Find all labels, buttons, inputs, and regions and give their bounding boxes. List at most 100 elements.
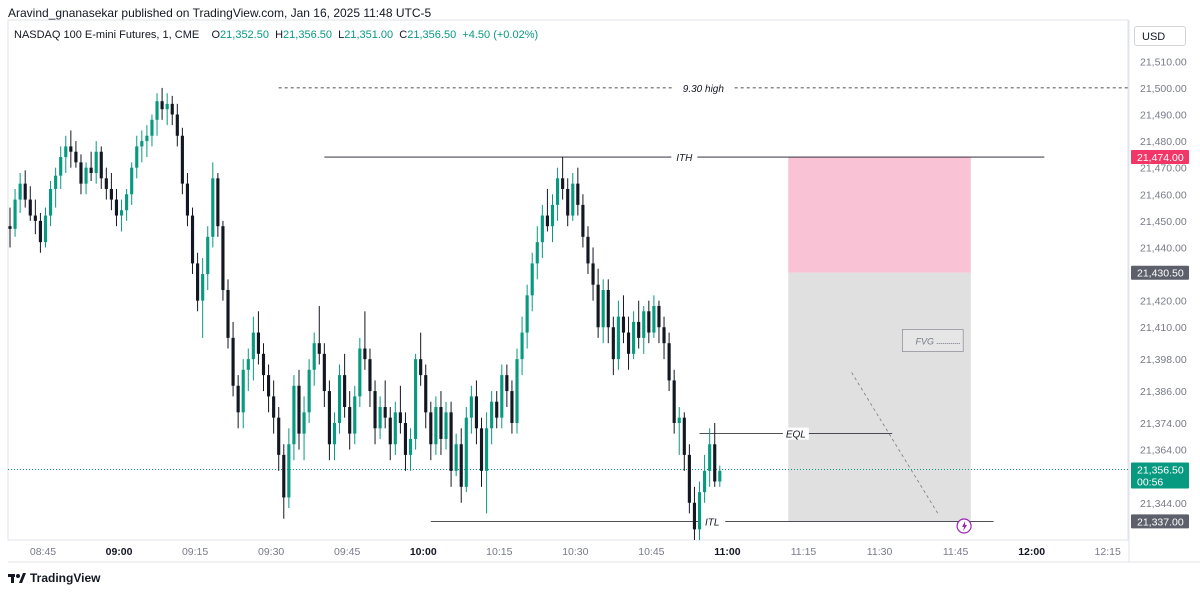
candle [59, 146, 63, 189]
candle [464, 407, 468, 493]
candle-body [459, 444, 463, 487]
level-label-930high: 9.30 high [683, 84, 725, 95]
candle-body [109, 188, 113, 200]
candle-body [89, 167, 93, 173]
candle-body [160, 101, 164, 110]
candle [591, 247, 595, 301]
candle-body [332, 422, 337, 445]
footer-brand: TradingView [8, 571, 100, 585]
candle [566, 178, 570, 227]
x-tick-label: 09:30 [258, 546, 284, 558]
candle-body [277, 417, 281, 455]
candle [322, 343, 326, 408]
price-badge-label: 21,337.00 [1137, 516, 1184, 528]
candle-body [510, 391, 514, 423]
candle-body [540, 215, 544, 243]
candle [266, 364, 271, 413]
candle-body [363, 348, 367, 360]
candle-body [185, 183, 190, 216]
candle-body [312, 343, 316, 370]
candle-body [74, 151, 78, 163]
candle-body [373, 391, 377, 429]
candle [292, 375, 296, 461]
candle [692, 486, 697, 540]
candle [256, 311, 261, 365]
candle [28, 186, 32, 221]
candle [485, 412, 489, 514]
candle-body [713, 444, 717, 482]
candle [713, 422, 717, 487]
candle [109, 172, 113, 211]
candle-body [718, 470, 722, 482]
candle-body [190, 215, 195, 264]
candle [596, 268, 600, 338]
candle-body [535, 242, 539, 264]
candle [74, 141, 78, 168]
candle-body [626, 332, 631, 354]
candle-body [485, 428, 489, 471]
y-tick-label: 21,440.00 [1140, 242, 1187, 254]
candle-body [201, 274, 205, 301]
candle [48, 180, 53, 227]
close-label: C [399, 29, 408, 41]
candle-body [520, 332, 524, 360]
y-tick-label: 21,510.00 [1140, 56, 1187, 68]
candle-body [272, 396, 276, 418]
candle [657, 300, 661, 344]
candle [236, 375, 240, 429]
candle-body [525, 295, 529, 333]
candle-body [403, 422, 408, 455]
candle [125, 188, 129, 221]
candle [150, 114, 154, 147]
candle-body [33, 215, 37, 221]
candle [408, 428, 413, 471]
candle [505, 364, 509, 408]
candle-body [48, 188, 53, 216]
candle-body [287, 444, 291, 498]
candle [190, 207, 195, 275]
candle-body [419, 359, 423, 376]
price-badge-price [1131, 462, 1189, 489]
candle-body [38, 220, 42, 243]
candle [393, 401, 397, 455]
candle-body [196, 263, 200, 301]
candle-body [256, 332, 261, 354]
candle [474, 380, 479, 445]
candle-body [211, 178, 215, 237]
candle-body [444, 412, 448, 439]
candle [119, 199, 124, 232]
candle [495, 391, 499, 429]
candle-body [454, 444, 458, 471]
open-value: 21,352.50 [220, 29, 269, 41]
candle-body [226, 290, 230, 338]
candle [454, 433, 458, 477]
candle [175, 103, 179, 147]
candle [388, 407, 392, 461]
candle-body [231, 337, 235, 386]
candle-body [348, 407, 352, 434]
candle [307, 359, 311, 423]
currency-button[interactable]: USD [1134, 26, 1186, 46]
candle-body [327, 391, 331, 445]
candle [662, 316, 666, 360]
candle-body [621, 316, 626, 333]
candle-body [652, 305, 656, 333]
candle [69, 130, 73, 168]
candle [419, 332, 423, 386]
candle-body [135, 146, 139, 168]
candle [54, 167, 58, 208]
candle [581, 194, 585, 248]
candle-body [672, 380, 676, 423]
candle-body [282, 454, 286, 498]
candle [43, 207, 48, 248]
low-value: 21,351.00 [344, 29, 394, 41]
candle [84, 162, 88, 195]
x-tick-label: 11:45 [943, 546, 969, 558]
candle [545, 188, 549, 232]
candle [94, 141, 98, 184]
price-badge-top [1131, 150, 1189, 165]
candle [571, 172, 575, 221]
y-tick-label: 21,386.00 [1140, 386, 1187, 398]
candle [287, 428, 291, 509]
